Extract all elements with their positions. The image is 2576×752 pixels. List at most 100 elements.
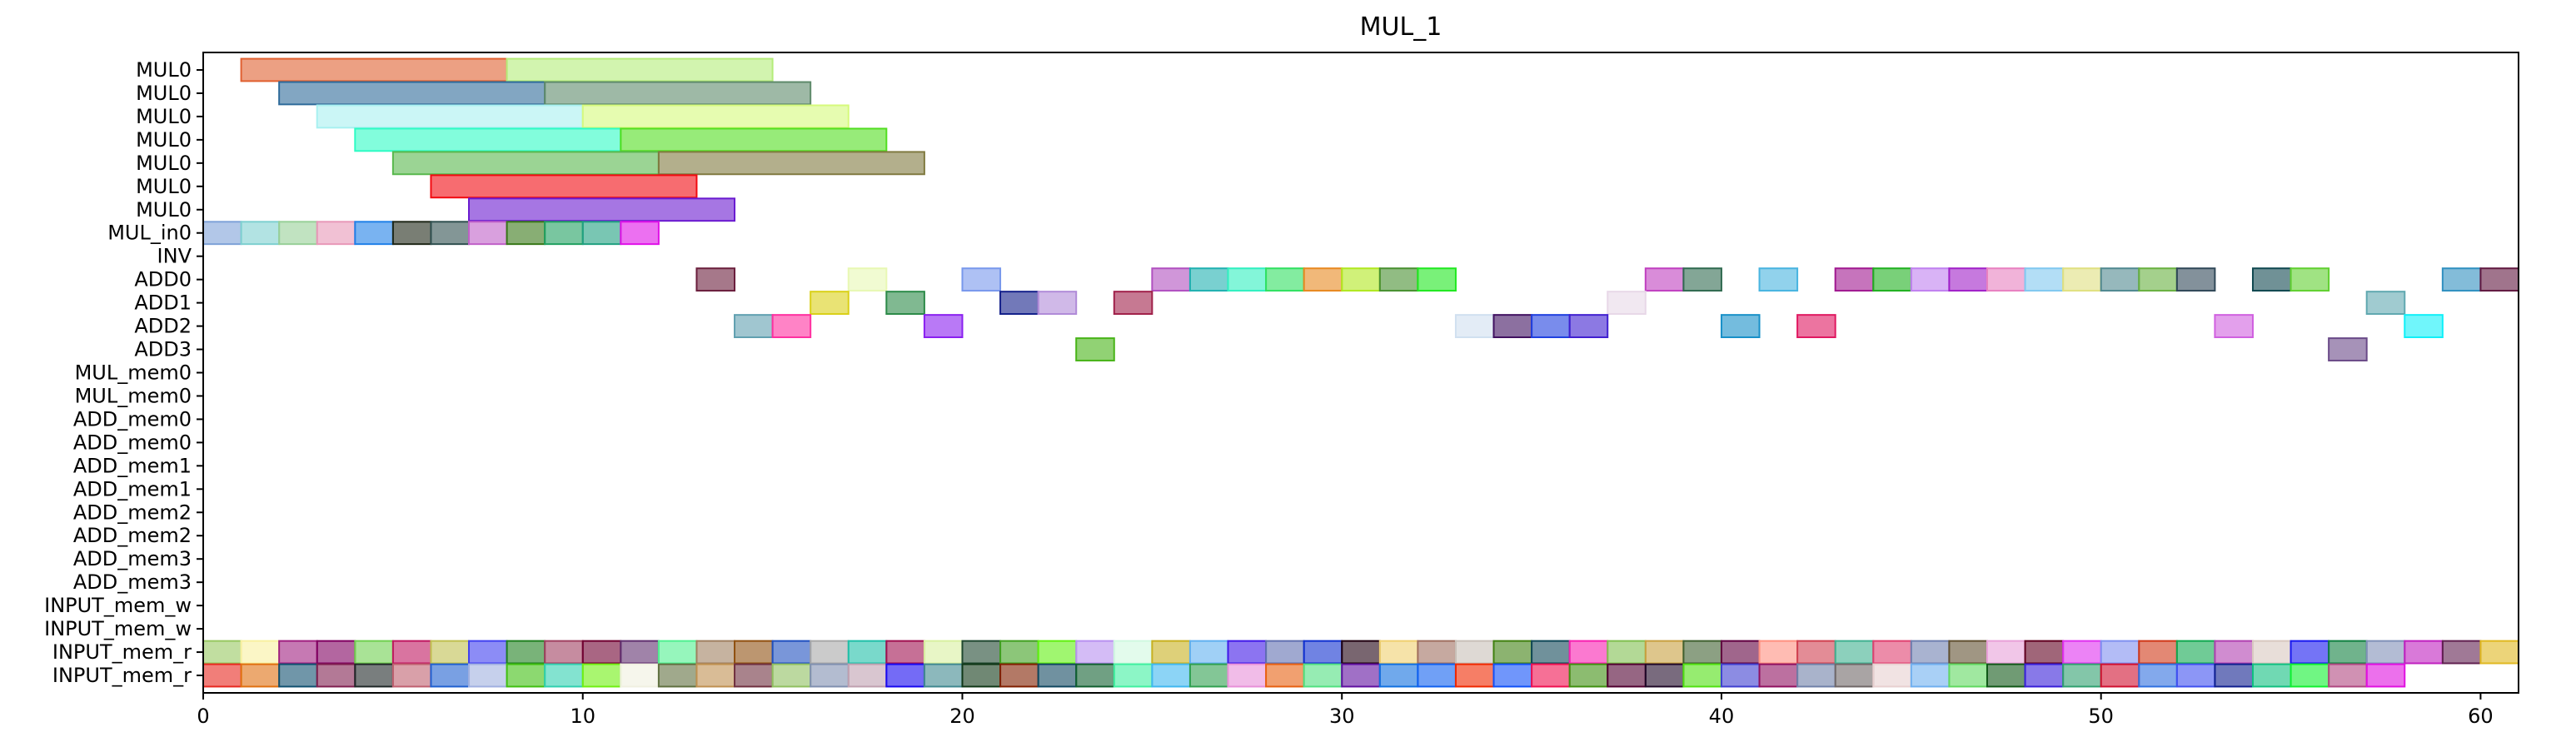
gantt-bar	[1378, 640, 1419, 665]
gantt-bar	[1986, 267, 2026, 292]
gantt-bar	[544, 640, 584, 665]
gantt-bar	[2138, 267, 2178, 292]
gantt-bar	[2062, 663, 2102, 688]
gantt-bar	[1417, 640, 1457, 665]
gantt-bar	[734, 663, 774, 688]
gantt-bar	[202, 640, 242, 665]
gantt-bar	[1910, 267, 1951, 292]
y-tick-label: MUL0	[136, 152, 192, 175]
gantt-bar	[1075, 337, 1115, 361]
gantt-bar	[468, 197, 736, 222]
gantt-bar	[1834, 663, 1875, 688]
gantt-bar	[581, 663, 622, 688]
gantt-bar	[1872, 267, 1912, 292]
gantt-bar	[1341, 663, 1381, 688]
gantt-bar	[695, 663, 736, 688]
gantt-bar	[1341, 640, 1381, 665]
gantt-bar	[1607, 663, 1647, 688]
gantt-bar	[1796, 640, 1836, 665]
gantt-bar	[2024, 267, 2065, 292]
gantt-bar	[430, 640, 471, 665]
gantt-bar	[1454, 314, 1495, 338]
gantt-bar	[620, 221, 660, 246]
gantt-bar	[1188, 267, 1229, 292]
gantt-bar	[1417, 267, 1457, 292]
y-tick-label: INV	[157, 245, 192, 268]
gantt-bar	[885, 291, 925, 316]
gantt-bar	[2175, 663, 2216, 688]
gantt-bar	[1758, 663, 1799, 688]
x-tick-label: 60	[2468, 705, 2494, 728]
gantt-bar	[1378, 663, 1419, 688]
gantt-bar	[1188, 640, 1229, 665]
gantt-bar	[391, 151, 660, 176]
gantt-bar	[810, 640, 850, 665]
gantt-bar	[1378, 267, 1419, 292]
gantt-bar	[695, 640, 736, 665]
gantt-bar	[391, 221, 432, 246]
gantt-bar	[885, 640, 925, 665]
y-tick-label: MUL_in0	[107, 222, 192, 245]
gantt-bar	[1492, 640, 1533, 665]
gantt-bar	[657, 151, 925, 176]
gantt-bar	[2024, 663, 2065, 688]
gantt-bar	[1151, 267, 1191, 292]
gantt-bar	[2138, 640, 2178, 665]
x-axis: 0 10 20 30 40 50 60	[197, 693, 2494, 728]
gantt-bar	[734, 640, 774, 665]
gantt-bar	[2251, 640, 2292, 665]
gantt-bar	[1682, 267, 1722, 292]
y-axis: MUL0MUL0MUL0MUL0MUL0MUL0MUL0MUL_in0INVAD…	[44, 58, 203, 687]
gantt-bar	[316, 221, 356, 246]
gantt-bar	[1834, 267, 1875, 292]
gantt-bar	[240, 57, 508, 82]
gantt-bar	[1796, 314, 1836, 338]
y-tick-label: ADD_mem1	[73, 454, 192, 477]
gantt-bar	[1568, 314, 1609, 338]
gantt-bar	[1682, 663, 1722, 688]
gantt-bar	[278, 221, 318, 246]
gantt-bar	[847, 640, 888, 665]
gantt-bar	[1948, 640, 1988, 665]
gantt-bar	[506, 663, 546, 688]
gantt-bar	[1492, 663, 1533, 688]
gantt-bar	[1986, 640, 2026, 665]
gantt-bar	[923, 640, 964, 665]
gantt-bar	[391, 640, 432, 665]
x-tick-label: 20	[949, 705, 975, 728]
gantt-bar	[961, 640, 1002, 665]
gantt-bar	[506, 221, 546, 246]
gantt-bar	[2214, 663, 2254, 688]
gantt-bar	[278, 81, 546, 106]
gantt-bar	[1607, 291, 1647, 316]
gantt-bar	[2100, 267, 2140, 292]
y-tick-label: MUL0	[136, 82, 192, 105]
gantt-bar	[2441, 267, 2482, 292]
gantt-bar	[1910, 640, 1951, 665]
gantt-bar	[923, 314, 964, 338]
gantt-bar	[354, 221, 394, 246]
gantt-bar	[1151, 640, 1191, 665]
y-tick-label: ADD_mem0	[73, 407, 192, 431]
gantt-bar	[810, 663, 850, 688]
gantt-bar	[771, 640, 812, 665]
gantt-bar	[354, 663, 394, 688]
gantt-bar	[1948, 663, 1988, 688]
gantt-bar	[1265, 267, 1305, 292]
gantt-bar	[2214, 640, 2254, 665]
gantt-bar	[2100, 663, 2140, 688]
x-tick-label: 50	[2088, 705, 2114, 728]
y-tick-label: MUL0	[136, 105, 192, 128]
gantt-bar	[1644, 640, 1685, 665]
chart-title: MUL_1	[1360, 12, 1442, 42]
gantt-bar	[847, 663, 888, 688]
gantt-bar	[1113, 663, 1153, 688]
y-tick-label: ADD_mem1	[73, 477, 192, 501]
gantt-bar	[2100, 640, 2140, 665]
gantt-bar	[2062, 267, 2102, 292]
gantt-bar	[2479, 640, 2520, 665]
gantt-bar	[961, 267, 1002, 292]
gantt-bar	[771, 314, 812, 338]
gantt-bar	[1531, 663, 1571, 688]
gantt-bar	[468, 663, 508, 688]
